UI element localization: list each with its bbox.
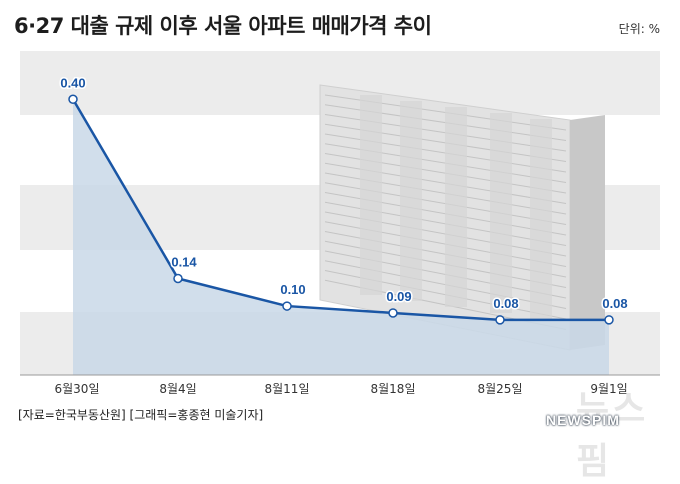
x-tick-label: 8월25일 <box>478 382 523 396</box>
apartment-building-illustration <box>319 84 605 351</box>
x-tick-label: 8월18일 <box>371 382 416 396</box>
unit-label: 단위: % <box>618 22 660 36</box>
x-tick-label: 8월11일 <box>265 382 310 396</box>
logo-korean-text: 뉴스핌 <box>576 389 649 482</box>
data-label: 0.08 <box>493 296 518 311</box>
area-fill <box>73 99 609 376</box>
data-label: 0.09 <box>386 289 411 304</box>
source-credit: [자료=한국부동산원] [그래픽=홍종현 미술기자] <box>18 408 264 422</box>
data-point <box>495 315 505 325</box>
building-side <box>570 115 605 350</box>
chart-title: 6·27 대출 규제 이후 서울 아파트 매매가격 추이 <box>14 14 432 38</box>
data-point <box>388 308 398 318</box>
building-tower <box>530 119 552 319</box>
data-point <box>282 301 292 311</box>
series-line <box>71 98 609 322</box>
data-label: 0.40 <box>60 75 85 90</box>
data-label: 0.08 <box>602 296 627 311</box>
newspim-logo: 뉴스핌 NEWSPIM <box>546 380 666 482</box>
data-label: 0.14 <box>171 254 197 269</box>
building-tower <box>360 95 382 295</box>
x-tick-label: 6월30일 <box>55 382 100 396</box>
data-point <box>68 94 78 105</box>
data-point <box>604 315 614 325</box>
data-point <box>173 273 183 284</box>
data-label: 0.10 <box>280 282 305 297</box>
x-tick-label: 8월4일 <box>159 382 196 396</box>
building-tower <box>400 101 422 301</box>
x-tick-label: 9월1일 <box>590 382 627 396</box>
chart: 0.40 0.14 0.10 0.09 0.08 0.08 6월30일 8월4일 8월11일 8… <box>20 51 660 396</box>
logo-wordmark: NEWSPIM <box>546 412 620 428</box>
building-tower <box>445 107 467 307</box>
building-tower <box>490 113 512 313</box>
